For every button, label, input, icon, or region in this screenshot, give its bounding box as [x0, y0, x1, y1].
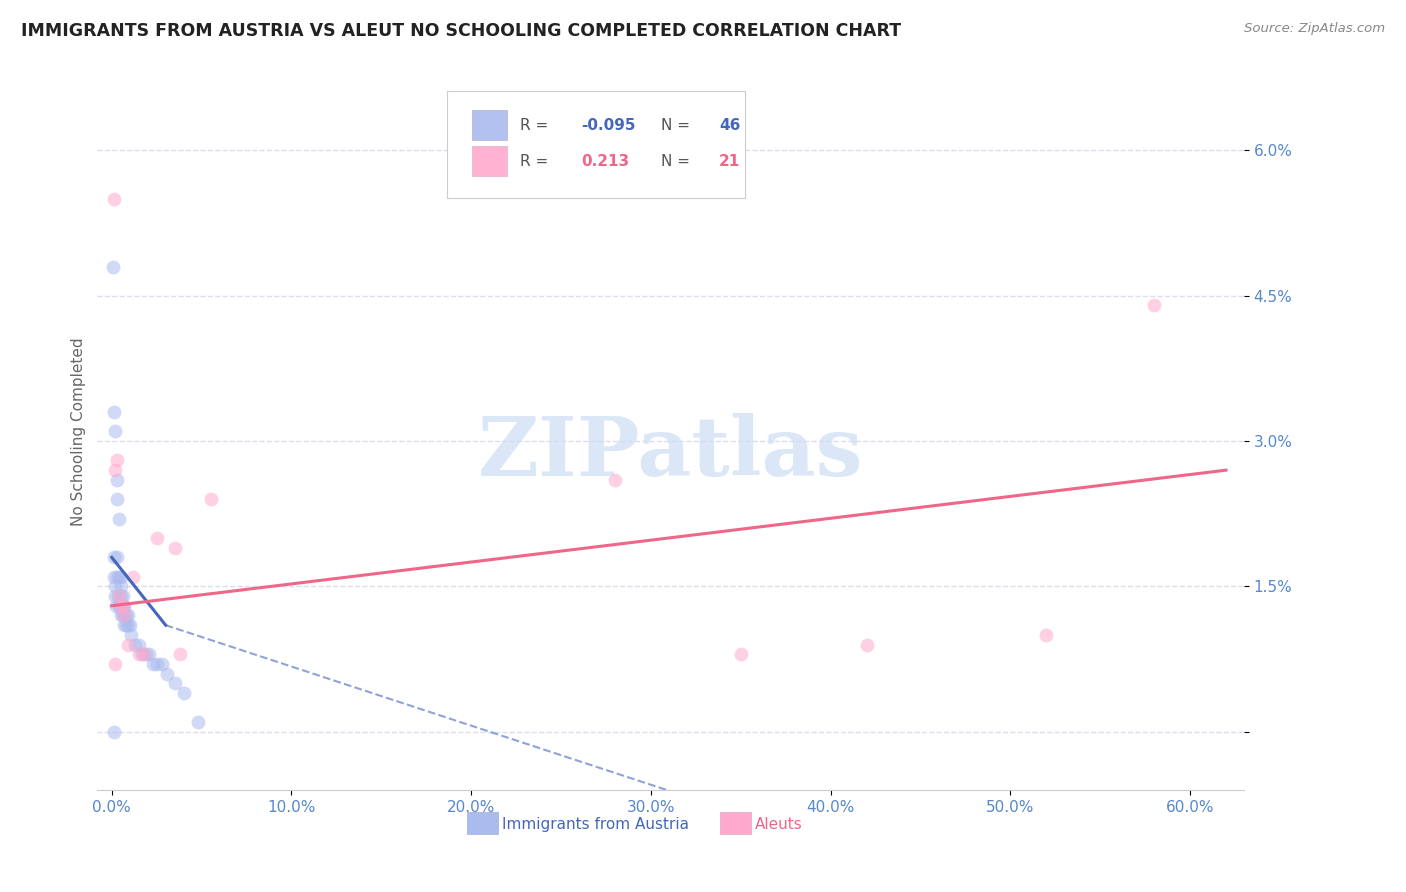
Point: [135, 647, 157, 661]
Point: [603, 473, 626, 487]
Text: R =: R =: [520, 118, 554, 133]
Point: [169, 647, 191, 661]
Point: [112, 599, 135, 613]
Point: [105, 492, 128, 507]
Text: N =: N =: [661, 118, 696, 133]
Point: [110, 589, 132, 603]
Point: [855, 638, 877, 652]
Point: [104, 579, 127, 593]
Point: [111, 589, 134, 603]
Point: [103, 192, 125, 206]
Point: [145, 531, 167, 545]
Point: [107, 589, 129, 603]
Point: [111, 608, 134, 623]
Bar: [472, 146, 506, 177]
Text: 46: 46: [718, 118, 740, 133]
Point: [128, 647, 150, 661]
Point: [142, 657, 165, 671]
Point: [132, 647, 155, 661]
Point: [112, 618, 135, 632]
Text: R =: R =: [520, 153, 554, 169]
Point: [104, 589, 127, 603]
Point: [103, 570, 125, 584]
Point: [131, 647, 153, 661]
Bar: [472, 111, 506, 140]
Text: Immigrants from Austria: Immigrants from Austria: [502, 817, 689, 832]
Point: [108, 511, 131, 525]
Point: [730, 647, 752, 661]
Point: [138, 647, 160, 661]
Point: [108, 599, 131, 613]
Point: [124, 638, 146, 652]
Point: [200, 492, 222, 507]
Point: [104, 425, 127, 439]
Point: [105, 570, 128, 584]
Point: [187, 714, 209, 729]
Point: [111, 599, 134, 613]
Point: [108, 599, 131, 613]
Point: [117, 638, 139, 652]
Point: [145, 657, 167, 671]
Text: IMMIGRANTS FROM AUSTRIA VS ALEUT NO SCHOOLING COMPLETED CORRELATION CHART: IMMIGRANTS FROM AUSTRIA VS ALEUT NO SCHO…: [21, 22, 901, 40]
Point: [118, 618, 141, 632]
Point: [122, 570, 145, 584]
Text: Aleuts: Aleuts: [755, 817, 803, 832]
FancyBboxPatch shape: [447, 91, 745, 198]
Point: [163, 541, 186, 555]
Text: Source: ZipAtlas.com: Source: ZipAtlas.com: [1244, 22, 1385, 36]
Point: [110, 599, 132, 613]
Point: [163, 676, 186, 690]
Point: [105, 453, 128, 467]
Point: [117, 618, 139, 632]
Text: 21: 21: [718, 153, 740, 169]
Point: [173, 686, 195, 700]
Text: -0.095: -0.095: [581, 118, 636, 133]
Point: [103, 550, 125, 565]
Text: N =: N =: [661, 153, 696, 169]
Point: [117, 608, 139, 623]
Point: [1035, 628, 1057, 642]
Point: [105, 550, 128, 565]
Point: [110, 608, 132, 623]
Point: [128, 638, 150, 652]
Point: [103, 724, 125, 739]
Point: [110, 570, 132, 584]
Point: [104, 463, 127, 477]
Point: [105, 473, 128, 487]
Point: [111, 599, 134, 613]
Point: [112, 608, 135, 623]
Y-axis label: No Schooling Completed: No Schooling Completed: [72, 337, 86, 525]
Point: [105, 599, 128, 613]
Point: [103, 405, 125, 419]
Point: [150, 657, 173, 671]
Point: [115, 618, 138, 632]
Point: [1143, 298, 1166, 312]
Point: [108, 570, 131, 584]
Point: [104, 657, 127, 671]
Point: [156, 666, 179, 681]
Point: [121, 628, 143, 642]
Point: [108, 589, 131, 603]
Point: [115, 608, 138, 623]
Point: [112, 608, 135, 623]
Point: [101, 260, 124, 274]
Point: [110, 579, 132, 593]
Text: ZIPatlas: ZIPatlas: [478, 413, 863, 493]
Text: 0.213: 0.213: [581, 153, 630, 169]
